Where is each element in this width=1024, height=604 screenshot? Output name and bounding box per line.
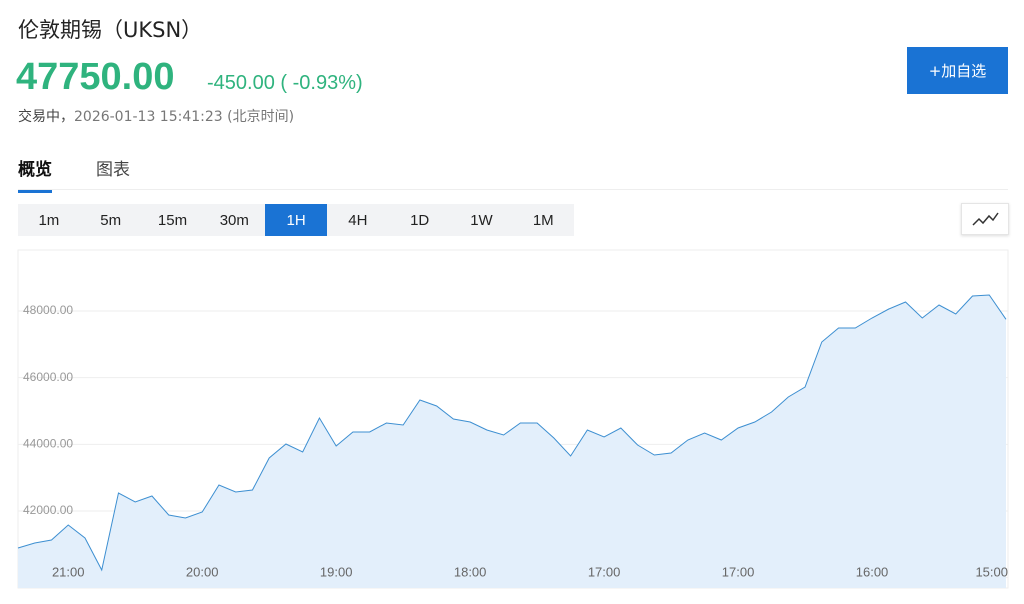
x-tick-label: 16:00 xyxy=(856,564,889,579)
chart-type-button[interactable] xyxy=(961,203,1009,235)
area-fill xyxy=(18,295,1006,588)
title: 伦敦期锡（UKSN） xyxy=(18,18,203,42)
period-button[interactable]: 1m xyxy=(38,211,60,229)
x-tick-label: 21:00 xyxy=(52,564,85,579)
tab[interactable]: 图表 xyxy=(96,160,130,180)
chart-frame xyxy=(17,249,1009,589)
tab[interactable]: 概览 xyxy=(18,155,52,193)
x-tick-label: 17:00 xyxy=(722,564,755,579)
change-value: -450.00 xyxy=(207,72,275,94)
change: -450.00 ( -0.93%) xyxy=(207,72,363,95)
icon-line xyxy=(972,212,999,226)
line-icon xyxy=(972,212,999,226)
period-button[interactable]: 1W xyxy=(470,211,493,229)
status-text: 交易中， xyxy=(18,109,74,125)
timestamp: 2026-01-13 15:41:23 (北京时间) xyxy=(74,109,295,125)
tabs: 概览 图表 xyxy=(18,155,130,193)
y-tick-label: 48000.00 xyxy=(23,303,73,317)
price-line xyxy=(17,294,1007,572)
period-selector: 1m 5m 15m 30m 1H 4H 1D 1W 1M xyxy=(18,204,575,236)
status: 交易中，2026-01-13 15:41:23 (北京时间) xyxy=(18,106,294,126)
period-button[interactable]: 30m xyxy=(219,211,249,229)
period-button[interactable]: 4H xyxy=(348,211,368,229)
y-tick-label: 44000.00 xyxy=(23,437,73,451)
y-tick-label: 42000.00 xyxy=(23,503,73,517)
period-button[interactable]: 1M xyxy=(532,211,554,229)
x-tick-label: 19:00 xyxy=(320,564,353,579)
separator xyxy=(18,189,1008,190)
price: 47750.00 xyxy=(16,56,175,98)
change-pct: ( -0.93%) xyxy=(280,72,363,94)
x-tick-label: 15:00 xyxy=(975,564,1008,579)
x-tick-label: 18:00 xyxy=(454,564,487,579)
period-button[interactable]: 5m xyxy=(100,211,122,229)
y-tick-label: 40000.00 xyxy=(23,570,73,584)
y-tick-label: 46000.00 xyxy=(23,370,73,384)
add-watchlist-button[interactable]: +加自选 xyxy=(907,47,1008,94)
x-tick-label: 17:00 xyxy=(588,564,621,579)
period-button[interactable]: 15m xyxy=(157,211,188,229)
period-button[interactable]: 1D xyxy=(410,211,430,229)
x-tick-label: 20:00 xyxy=(186,564,219,579)
period-button[interactable]: 1H xyxy=(265,204,327,236)
